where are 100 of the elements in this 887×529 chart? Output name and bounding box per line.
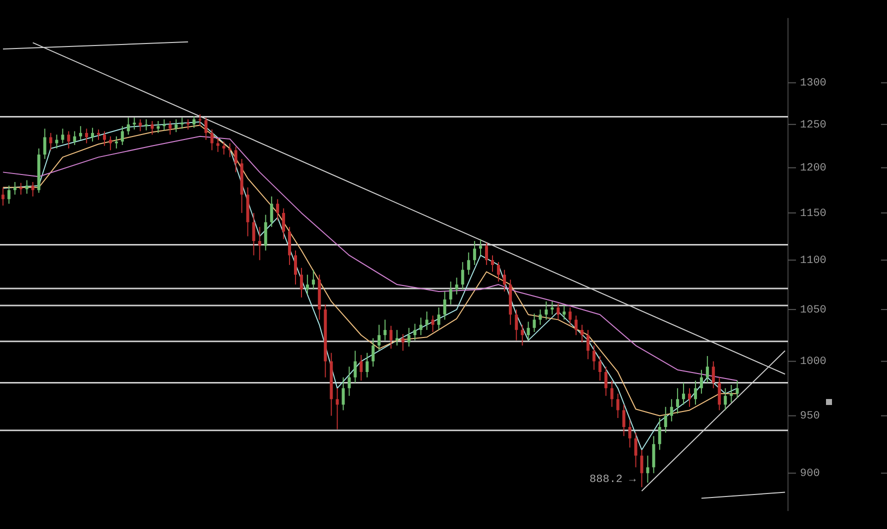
candlestick — [306, 274, 309, 295]
candlestick — [526, 321, 530, 341]
candlestick — [372, 338, 375, 368]
candlestick — [664, 406, 668, 434]
candlestick — [108, 136, 112, 151]
candlestick — [73, 130, 76, 146]
candlestick — [568, 307, 572, 326]
candlestick — [43, 128, 46, 160]
candlestick — [473, 240, 476, 266]
candlestick — [126, 117, 130, 136]
candlestick — [390, 325, 393, 350]
candlestick — [724, 388, 727, 411]
candlestick — [646, 455, 650, 484]
y-tick-label: 1000 — [800, 356, 826, 368]
candlestick — [156, 120, 160, 134]
candlestick — [634, 432, 638, 468]
candlestick — [425, 311, 428, 330]
candlestick — [216, 138, 220, 152]
candlestick — [718, 376, 721, 411]
candlestick — [532, 313, 536, 333]
candlestick — [700, 369, 703, 394]
candlestick — [407, 327, 410, 348]
candlestick — [1, 186, 4, 206]
candlestick — [598, 356, 602, 382]
candlestick — [270, 196, 274, 228]
candlestick — [198, 114, 202, 127]
candlestick — [610, 380, 614, 408]
candlestick — [706, 356, 709, 384]
candlestick — [682, 382, 686, 406]
candlestick — [252, 212, 256, 256]
candlestick — [67, 130, 70, 149]
candlestick — [580, 324, 584, 343]
candlestick — [496, 262, 500, 282]
candlestick — [449, 281, 452, 305]
y-tick-label: 1250 — [800, 119, 826, 132]
candlestick — [688, 388, 691, 408]
candlestick — [401, 334, 404, 352]
candlestick — [342, 376, 345, 411]
candlestick — [91, 127, 94, 142]
candlestick — [395, 329, 398, 346]
candlestick — [652, 436, 656, 474]
candlestick — [186, 118, 190, 130]
candlestick — [150, 120, 154, 136]
candlestick — [300, 267, 303, 298]
candlestick — [413, 323, 416, 341]
candlestick — [574, 315, 578, 336]
candlestick — [234, 146, 238, 173]
candlestick — [61, 128, 64, 144]
candlestick — [556, 302, 560, 320]
candlestick — [336, 388, 339, 430]
candlestick — [360, 354, 363, 382]
candlestick — [288, 226, 292, 266]
candlestick — [461, 262, 464, 290]
candlestick — [455, 277, 458, 295]
candlestick — [348, 366, 351, 396]
candlestick — [55, 134, 58, 149]
candlestick — [204, 117, 208, 140]
candlestick — [658, 418, 662, 450]
candlestick — [366, 352, 369, 378]
y-tick-label: 1050 — [800, 304, 826, 316]
y-tick-label: 1200 — [800, 162, 826, 175]
candlestick — [144, 118, 148, 131]
candlestick — [312, 269, 315, 290]
candlestick — [520, 324, 524, 346]
candlestick — [168, 120, 172, 136]
candlestick — [132, 117, 136, 130]
candlestick — [264, 214, 268, 252]
candlestick — [694, 380, 697, 406]
candlestick — [676, 388, 680, 414]
candlestick — [622, 404, 626, 437]
candlestick — [491, 254, 494, 272]
candlestick — [174, 118, 178, 133]
candlestick — [354, 350, 357, 384]
candlestick — [586, 329, 590, 360]
candlestick — [258, 226, 262, 261]
candlestick — [114, 136, 118, 149]
candlestick — [431, 315, 434, 333]
candlestick — [85, 128, 88, 144]
candlestick — [538, 309, 542, 326]
y-tick-label: 1300 — [800, 78, 826, 90]
candlestick — [730, 384, 733, 403]
candlestick — [419, 317, 422, 336]
candlestick — [210, 129, 214, 151]
candlestick — [384, 319, 387, 341]
candlestick — [604, 366, 608, 396]
candlestick — [49, 132, 52, 151]
candlestick — [31, 182, 34, 197]
candlestick — [378, 324, 381, 352]
candlestick — [640, 449, 644, 488]
candlestick — [138, 118, 142, 132]
candlestick — [712, 360, 715, 389]
y-tick-label: 900 — [800, 468, 820, 480]
candlestick — [437, 307, 440, 330]
candlestick — [616, 393, 620, 419]
candlestick — [670, 398, 674, 422]
candlestick — [120, 126, 124, 146]
candlestick — [192, 115, 196, 128]
candlestick — [736, 380, 739, 399]
candlestick — [443, 290, 446, 320]
candlestick — [7, 185, 10, 204]
